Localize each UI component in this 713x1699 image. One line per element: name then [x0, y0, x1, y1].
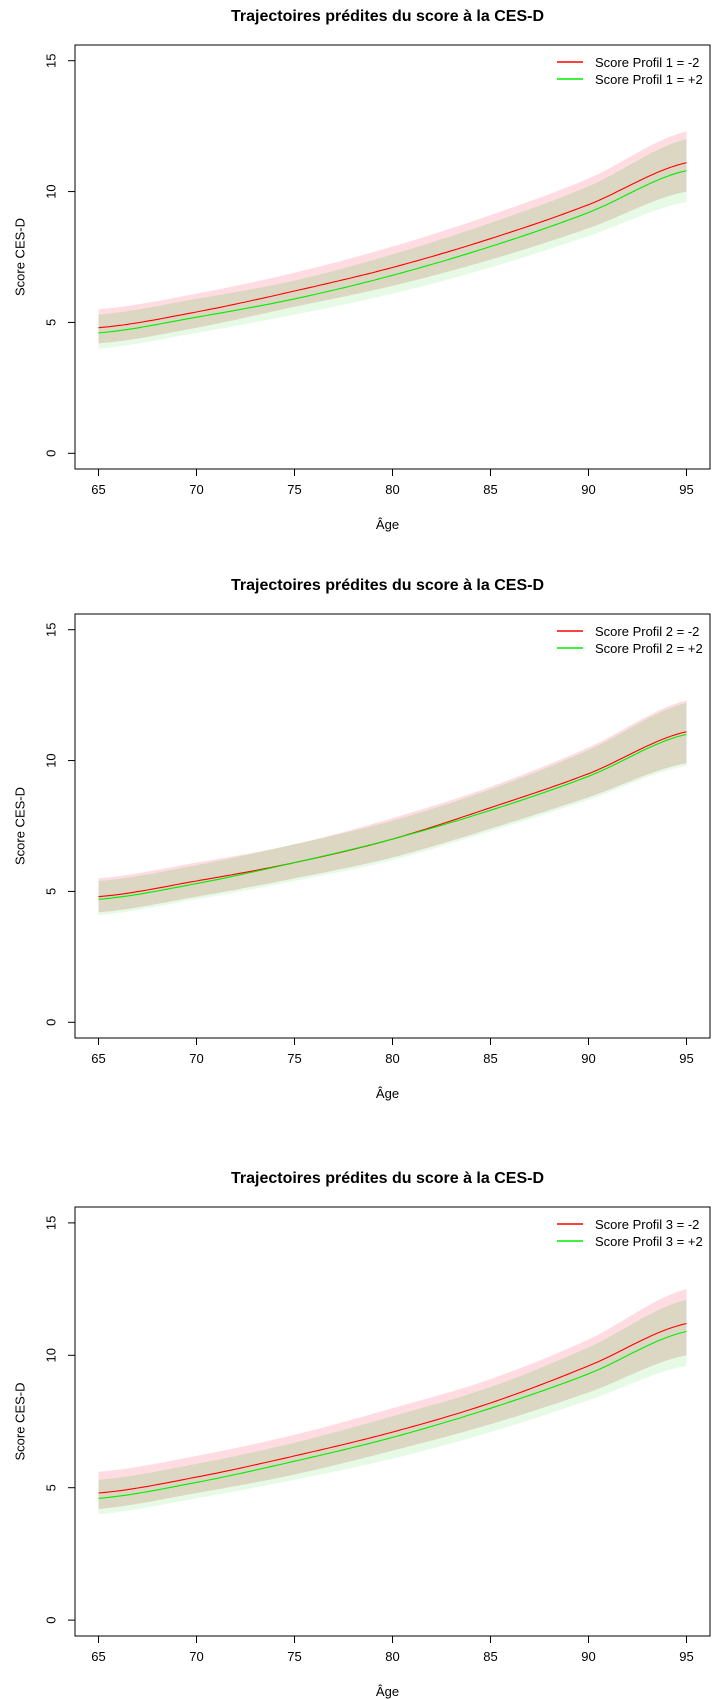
x-tick-label: 95 [679, 1649, 693, 1664]
chart-title: Trajectoires prédites du score à la CES-… [231, 577, 544, 594]
x-axis-label: Âge [376, 517, 399, 532]
band-overlap [98, 1299, 687, 1509]
x-tick-label: 90 [581, 1051, 595, 1066]
x-tick-label: 75 [287, 1649, 301, 1664]
series-line-2 [98, 1330, 687, 1499]
x-tick-label: 95 [679, 482, 693, 497]
legend-label-2: Score Profil 2 = +2 [595, 641, 703, 656]
x-tick-label: 65 [91, 482, 105, 497]
legend-label-1: Score Profil 1 = -2 [595, 55, 699, 70]
band-overlap [98, 703, 687, 913]
y-tick-label: 15 [43, 1216, 58, 1230]
chart-title: Trajectoires prédites du score à la CES-… [231, 8, 544, 25]
chart-title: Trajectoires prédites du score à la CES-… [231, 1170, 544, 1187]
chart-panel-3: Trajectoires prédites du score à la CES-… [12, 1170, 711, 1699]
x-axis-label: Âge [376, 1086, 399, 1101]
y-axis-label: Score CES-D [12, 218, 27, 296]
x-tick-label: 70 [189, 482, 203, 497]
series-line-2 [98, 170, 687, 334]
x-tick-label: 65 [91, 1051, 105, 1066]
x-tick-label: 65 [91, 1649, 105, 1664]
y-axis-label: Score CES-D [12, 1382, 27, 1460]
y-tick-label: 5 [43, 1484, 58, 1491]
series-line-2 [98, 733, 687, 900]
y-tick-label: 10 [43, 1348, 58, 1362]
y-tick-label: 5 [43, 888, 58, 895]
y-tick-label: 15 [43, 53, 58, 67]
x-tick-label: 70 [189, 1649, 203, 1664]
y-tick-label: 0 [43, 1616, 58, 1623]
x-tick-label: 85 [483, 1649, 497, 1664]
x-tick-label: 90 [581, 482, 595, 497]
legend-label-1: Score Profil 2 = -2 [595, 624, 699, 639]
series-line-1 [98, 1322, 687, 1494]
x-tick-label: 75 [287, 1051, 301, 1066]
y-tick-label: 0 [43, 450, 58, 457]
y-tick-label: 10 [43, 184, 58, 198]
x-tick-label: 80 [385, 1649, 399, 1664]
x-tick-label: 85 [483, 482, 497, 497]
x-tick-label: 90 [581, 1649, 595, 1664]
y-tick-label: 15 [43, 622, 58, 636]
y-tick-label: 5 [43, 319, 58, 326]
legend-label-2: Score Profil 3 = +2 [595, 1234, 703, 1249]
y-axis-label: Score CES-D [12, 787, 27, 865]
x-axis-label: Âge [376, 1684, 399, 1699]
chart-panel-2: Trajectoires prédites du score à la CES-… [12, 577, 711, 1101]
series-line-1 [98, 162, 687, 329]
x-tick-label: 80 [385, 1051, 399, 1066]
x-tick-label: 80 [385, 482, 399, 497]
x-tick-label: 75 [287, 482, 301, 497]
x-tick-label: 70 [189, 1051, 203, 1066]
legend-label-1: Score Profil 3 = -2 [595, 1217, 699, 1232]
x-tick-label: 95 [679, 1051, 693, 1066]
y-tick-label: 0 [43, 1019, 58, 1026]
x-tick-label: 85 [483, 1051, 497, 1066]
y-tick-label: 10 [43, 753, 58, 767]
chart-panel-1: Trajectoires prédites du score à la CES-… [12, 8, 711, 532]
band-overlap [98, 139, 687, 344]
legend-label-2: Score Profil 1 = +2 [595, 72, 703, 87]
